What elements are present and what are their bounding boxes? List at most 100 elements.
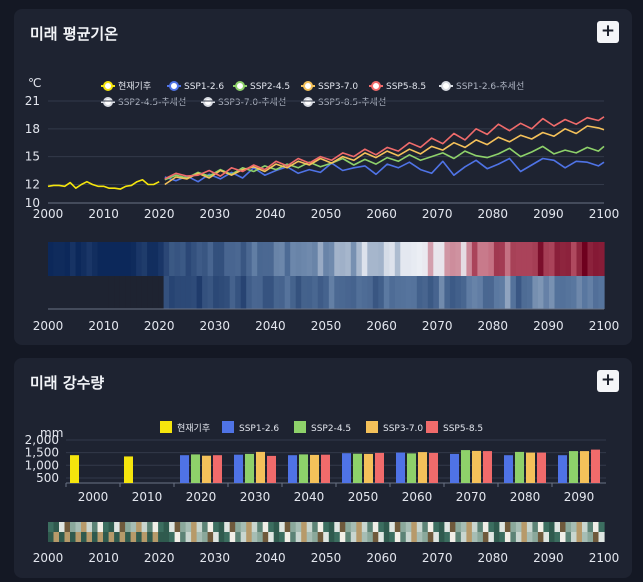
stripe-upper (191, 522, 198, 532)
stripe-lower (235, 532, 242, 542)
stripe-upper (169, 522, 176, 532)
stripe-upper (114, 242, 121, 276)
stripe-upper (593, 522, 600, 532)
stripe-upper (582, 242, 589, 276)
stripe-lower (477, 276, 484, 309)
stripe-upper (251, 242, 258, 276)
stripe-upper (565, 522, 572, 532)
stripe-lower (598, 276, 605, 309)
stripe-lower (383, 276, 390, 309)
stripe-upper (554, 522, 561, 532)
legend-item-ssp1-2-6-추세선: SSP1-2.6-추세선 (439, 81, 524, 92)
stripe-upper (543, 242, 550, 276)
stripe-x-tick-label: 2000 (33, 551, 64, 565)
stripe-lower (504, 276, 511, 309)
stripe-lower (64, 532, 71, 542)
stripe-upper (103, 242, 110, 276)
stripe-lower (515, 276, 522, 309)
stripe-upper (367, 242, 374, 276)
stripe-lower (449, 276, 456, 309)
stripe-lower (114, 532, 121, 542)
stripe-lower (422, 276, 429, 309)
stripe-upper (218, 522, 225, 532)
stripe-upper (284, 242, 291, 276)
stripe-upper (389, 242, 396, 276)
stripe-lower (438, 276, 445, 309)
stripe-upper (356, 242, 363, 276)
stripe-upper (582, 522, 589, 532)
stripe-lower (262, 276, 269, 309)
stripe-upper (416, 522, 423, 532)
stripe-upper (438, 242, 445, 276)
x-tick-label: 2050 (311, 207, 342, 221)
stripe-lower (339, 532, 346, 542)
stripe-upper (295, 522, 302, 532)
stripe-x-tick-label: 2060 (366, 551, 397, 565)
stripe-lower (75, 276, 82, 309)
stripe-upper (455, 522, 462, 532)
stripe-lower (378, 532, 385, 542)
stripe-upper (350, 242, 357, 276)
stripe-upper (257, 522, 264, 532)
stripe-upper (482, 522, 489, 532)
x-tick-label: 2070 (456, 490, 487, 504)
stripe-upper (103, 522, 110, 532)
stripe-upper (471, 522, 478, 532)
legend-item-ssp2-4-5: SSP2-4.5 (233, 81, 290, 92)
stripe-upper (587, 522, 594, 532)
temperature-expand-button[interactable]: + (597, 21, 619, 43)
stripe-lower (229, 276, 236, 309)
bar-ssp2-4-5 (299, 454, 308, 483)
bar-ssp2-4-5 (191, 454, 200, 483)
stripe-upper (433, 522, 440, 532)
precipitation-expand-button[interactable]: + (597, 370, 619, 392)
stripe-upper (328, 242, 335, 276)
stripe-upper (416, 242, 423, 276)
stripe-lower (213, 276, 220, 309)
y-tick-label: 18 (25, 122, 40, 136)
bar-ssp2-4-5 (515, 451, 524, 483)
stripe-lower (229, 532, 236, 542)
stripe-lower (405, 532, 412, 542)
stripe-lower (389, 532, 396, 542)
stripe-upper (136, 242, 143, 276)
stripe-upper (86, 242, 93, 276)
stripe-lower (268, 532, 275, 542)
stripe-upper (477, 242, 484, 276)
stripe-lower (240, 276, 247, 309)
stripe-lower (526, 532, 533, 542)
stripe-upper (361, 242, 368, 276)
bar-ssp3-7-0 (364, 453, 373, 483)
stripe-x-tick-label: 2090 (533, 551, 564, 565)
stripe-upper (97, 522, 104, 532)
stripe-upper (284, 522, 291, 532)
stripe-lower (185, 276, 192, 309)
stripe-upper (59, 522, 66, 532)
stripe-upper (53, 242, 60, 276)
stripe-upper (75, 242, 82, 276)
x-tick-label: 2000 (33, 207, 64, 221)
legend-swatch-marker (303, 97, 313, 107)
stripe-lower (130, 276, 137, 309)
legend-item-ssp3-7-0: SSP3-7.0 (301, 81, 358, 92)
stripe-upper (317, 242, 324, 276)
stripe-lower (444, 276, 451, 309)
stripe-lower (482, 276, 489, 309)
stripe-upper (108, 522, 115, 532)
stripe-lower (455, 276, 462, 309)
temperature-stripes (48, 242, 605, 309)
bar-ssp1-2-6 (234, 454, 243, 483)
stripe-upper (383, 522, 390, 532)
stripe-lower (64, 276, 71, 309)
stripe-lower (141, 276, 148, 309)
stripe-lower (433, 276, 440, 309)
legend-swatch-marker (169, 81, 179, 91)
stripe-lower (92, 276, 99, 309)
stripe-upper (323, 522, 330, 532)
legend-item-ssp2-4-5: SSP2-4.5 (294, 421, 351, 434)
legend-label: SSP2-4.5 (311, 424, 351, 434)
stripe-lower (532, 276, 539, 309)
stripe-lower (290, 532, 297, 542)
stripe-lower (218, 276, 225, 309)
legend-label: SSP1-2.6 (184, 82, 224, 92)
